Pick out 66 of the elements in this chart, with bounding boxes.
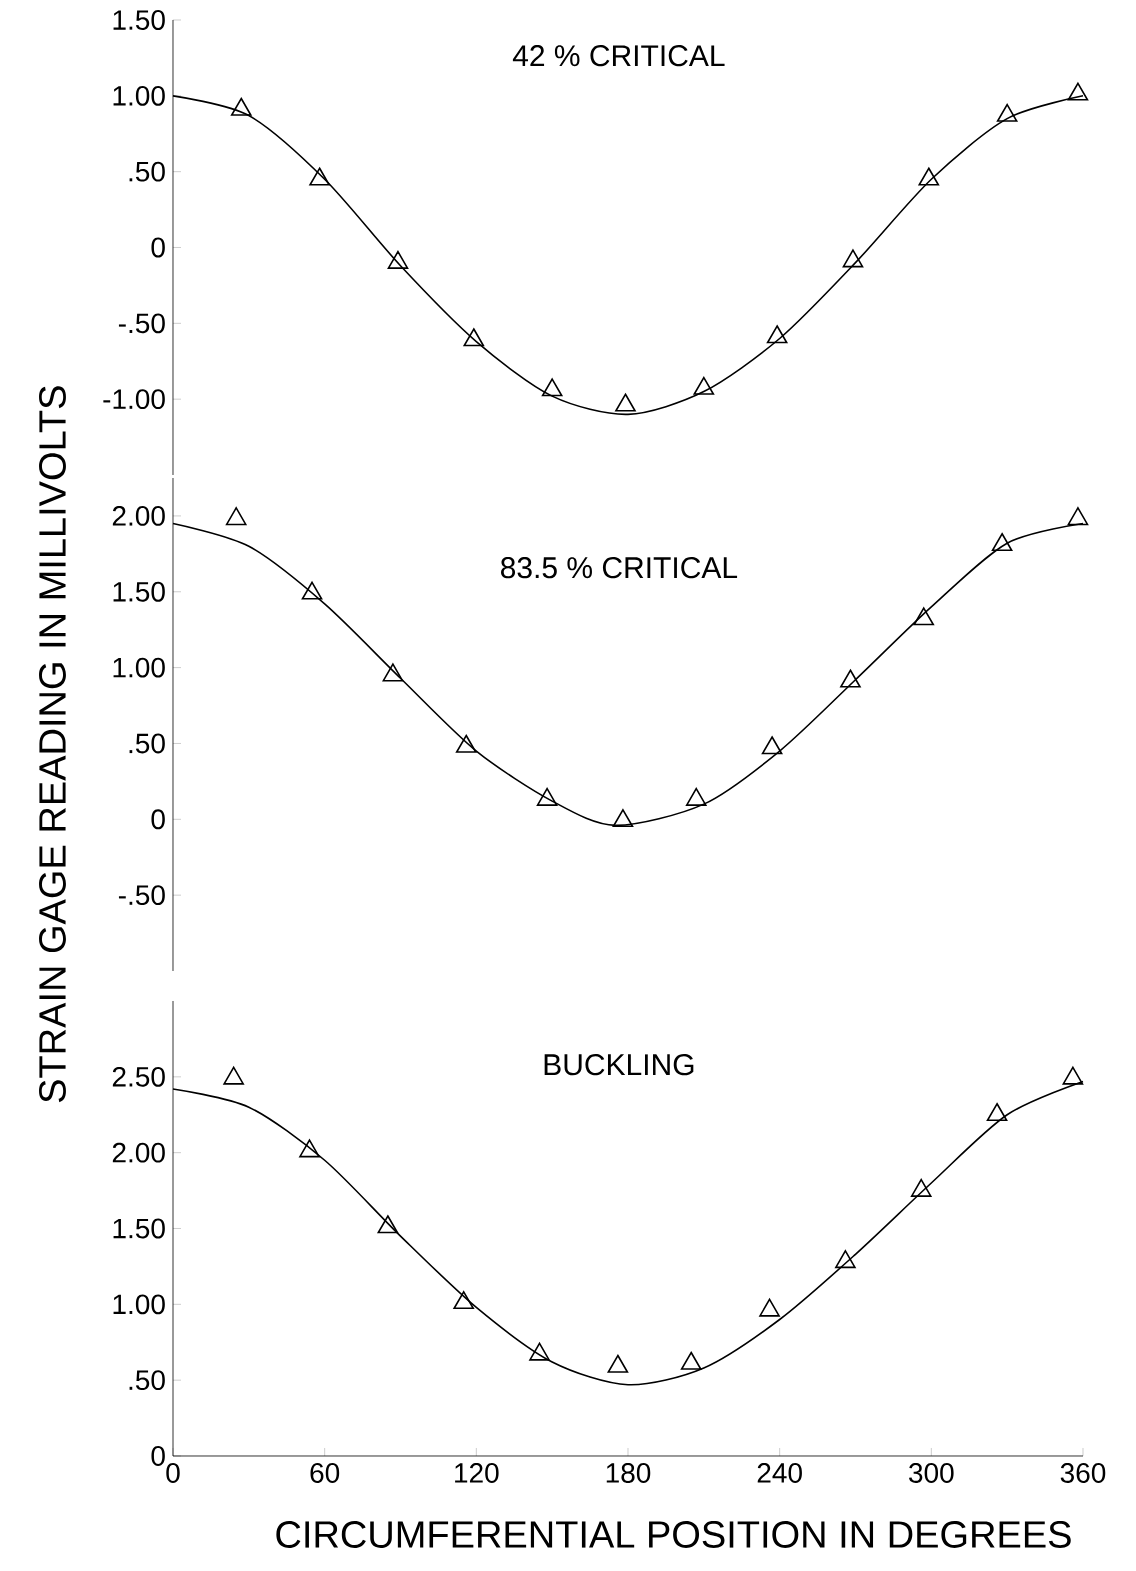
x-tick-label: 120 bbox=[455, 1463, 499, 1483]
point bbox=[453, 1291, 475, 1310]
point bbox=[680, 1351, 702, 1370]
point bbox=[759, 1298, 780, 1317]
point bbox=[761, 736, 783, 755]
y-axis-title: STRAIN GAGE READING IN MILLIVOLTS bbox=[39, 386, 66, 1103]
point bbox=[536, 787, 558, 806]
point bbox=[615, 393, 636, 412]
point bbox=[766, 325, 788, 344]
text: 42 % CRITICAL bbox=[512, 45, 725, 67]
point bbox=[463, 328, 485, 347]
point bbox=[1062, 1066, 1084, 1085]
point bbox=[842, 249, 864, 268]
point bbox=[913, 607, 935, 626]
y-tick-label: 1.50 bbox=[113, 581, 165, 602]
y-tick-label: 0 bbox=[151, 809, 165, 830]
y-tick-label: -1.00 bbox=[103, 389, 165, 410]
y-tick-label: 2.00 bbox=[112, 505, 165, 526]
x-axis-title: CIRCUMFERENTIAL POSITION IN DEGREES bbox=[276, 1521, 1071, 1548]
point bbox=[299, 1139, 320, 1158]
x-tick-label: 60 bbox=[310, 1463, 340, 1483]
point bbox=[377, 1215, 399, 1234]
point bbox=[1067, 507, 1089, 526]
y-tick-label: -.50 bbox=[118, 885, 165, 906]
point bbox=[387, 250, 409, 269]
point bbox=[612, 809, 634, 828]
x-tick-label: 360 bbox=[1060, 1463, 1106, 1483]
y-tick-label: 2.00 bbox=[112, 1142, 165, 1163]
point bbox=[840, 669, 861, 688]
point bbox=[835, 1250, 856, 1269]
point bbox=[541, 378, 563, 397]
point bbox=[230, 97, 252, 116]
x-tick-label: 300 bbox=[909, 1463, 954, 1483]
point bbox=[301, 581, 323, 600]
text: 83.5 % CRITICAL bbox=[501, 557, 738, 579]
y-tick-label: .50 bbox=[129, 1370, 165, 1391]
point bbox=[607, 1354, 629, 1373]
x-tick-label: 240 bbox=[757, 1463, 802, 1483]
point bbox=[693, 376, 715, 395]
point bbox=[910, 1178, 932, 1197]
y-tick-label: .50 bbox=[129, 733, 165, 754]
y-tick-label: 0 bbox=[151, 237, 165, 258]
x-tick-label: 180 bbox=[606, 1463, 651, 1483]
y-tick-label: 1.50 bbox=[113, 1218, 165, 1239]
y-tick-label: -.50 bbox=[118, 313, 165, 334]
point bbox=[685, 787, 707, 806]
y-tick-label: .50 bbox=[129, 161, 165, 182]
x-tick-label: 0 bbox=[166, 1463, 180, 1483]
point bbox=[455, 734, 477, 753]
point bbox=[1067, 82, 1089, 101]
text: BUCKLING bbox=[544, 1054, 694, 1076]
y-tick-label: 0 bbox=[151, 1446, 165, 1466]
point bbox=[223, 1066, 244, 1085]
point bbox=[225, 507, 247, 526]
point bbox=[382, 663, 404, 682]
y-tick-label: 1.00 bbox=[113, 657, 165, 678]
point bbox=[991, 532, 1013, 552]
y-tick-label: 1.50 bbox=[113, 10, 165, 30]
point bbox=[996, 103, 1018, 122]
y-tick-label: 1.00 bbox=[113, 85, 165, 106]
point bbox=[309, 167, 330, 186]
y-tick-label: 1.00 bbox=[113, 1294, 165, 1315]
point bbox=[986, 1102, 1008, 1122]
y-tick-label: 2.50 bbox=[112, 1066, 165, 1087]
point bbox=[918, 167, 940, 186]
point bbox=[529, 1342, 550, 1361]
